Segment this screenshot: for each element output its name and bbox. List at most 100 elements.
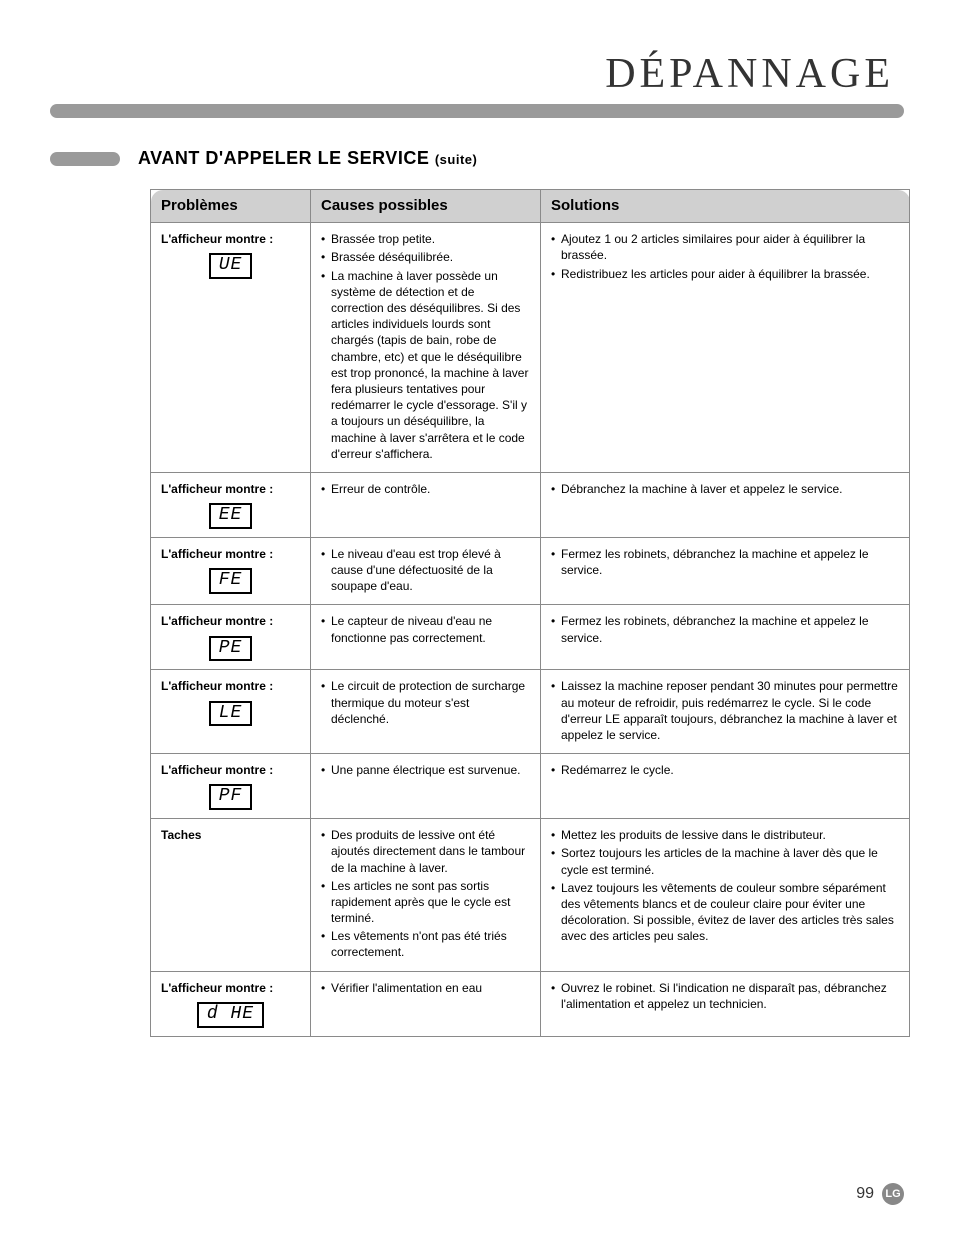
troubleshoot-table-wrap: Problèmes Causes possibles Solutions L'a… [150, 189, 910, 1037]
table-row: L'afficheur montre : PE Le capteur de nive… [151, 605, 910, 670]
error-code-display: FE [209, 568, 253, 594]
table-header-row: Problèmes Causes possibles Solutions [151, 190, 910, 223]
solution-item: Débranchez la machine à laver et appelez… [551, 481, 899, 497]
section-title-main: AVANT D'APPELER LE SERVICE [138, 148, 429, 168]
table-row: L'afficheur montre : FE Le niveau d'eau es… [151, 537, 910, 605]
causes-cell: Le capteur de niveau d'eau ne fonctionne… [311, 605, 541, 670]
causes-list: Le circuit de protection de surcharge th… [321, 678, 530, 727]
solutions-cell: Fermez les robinets, débranchez la machi… [541, 537, 910, 605]
solution-item: Ajoutez 1 ou 2 articles similaires pour … [551, 231, 899, 263]
solutions-list: Ouvrez le robinet. Si l'indication ne di… [551, 980, 899, 1012]
table-row: Taches Des produits de lessive ont été aj… [151, 819, 910, 972]
cause-item: Vérifier l'alimentation en eau [321, 980, 530, 996]
error-code-display: EE [209, 503, 253, 529]
solutions-cell: Mettez les produits de lessive dans le d… [541, 819, 910, 972]
solutions-list: Fermez les robinets, débranchez la machi… [551, 613, 899, 645]
cause-item: Erreur de contrôle. [321, 481, 530, 497]
cause-item: Le circuit de protection de surcharge th… [321, 678, 530, 727]
troubleshoot-table: Problèmes Causes possibles Solutions L'a… [150, 189, 910, 1037]
problem-cell: L'afficheur montre : EE [151, 472, 311, 537]
solution-item: Redistribuez les articles pour aider à é… [551, 266, 899, 282]
causes-list: Le niveau d'eau est trop élevé à cause d… [321, 546, 530, 595]
solution-item: Ouvrez le robinet. Si l'indication ne di… [551, 980, 899, 1012]
problem-cell: L'afficheur montre : PE [151, 605, 311, 670]
solutions-list: Ajoutez 1 ou 2 articles similaires pour … [551, 231, 899, 282]
solution-item: Sortez toujours les articles de la machi… [551, 845, 899, 877]
page-number: 99 [856, 1185, 874, 1203]
causes-cell: Une panne électrique est survenue. [311, 754, 541, 819]
solution-item: Fermez les robinets, débranchez la machi… [551, 546, 899, 578]
table-body: L'afficheur montre : UE Brassée trop petit… [151, 223, 910, 1036]
solutions-cell: Fermez les robinets, débranchez la machi… [541, 605, 910, 670]
cause-item: Brassée trop petite. [321, 231, 530, 247]
problem-cell: L'afficheur montre : PF [151, 754, 311, 819]
section-header: AVANT D'APPELER LE SERVICE (suite) [50, 148, 904, 169]
problem-cell: L'afficheur montre : FE [151, 537, 311, 605]
section-title: AVANT D'APPELER LE SERVICE (suite) [138, 148, 477, 169]
solutions-cell: Laissez la machine reposer pendant 30 mi… [541, 670, 910, 754]
error-code-display: UE [209, 253, 253, 279]
causes-cell: Vérifier l'alimentation en eau [311, 971, 541, 1036]
causes-cell: Brassée trop petite. Brassée déséquilibré… [311, 223, 541, 473]
error-code-display: d HE [197, 1002, 264, 1028]
page-footer: 99 LG [856, 1183, 904, 1205]
problem-cell: L'afficheur montre : UE [151, 223, 311, 473]
problem-cell: Taches [151, 819, 311, 972]
solutions-list: Laissez la machine reposer pendant 30 mi… [551, 678, 899, 743]
table-row: L'afficheur montre : UE Brassée trop petit… [151, 223, 910, 473]
cause-item: Les articles ne sont pas sortis rapideme… [321, 878, 530, 927]
error-code-display: PE [209, 636, 253, 662]
causes-list: Des produits de lessive ont été ajoutés … [321, 827, 530, 961]
table-row: L'afficheur montre : LE Le circuit de prot… [151, 670, 910, 754]
solutions-cell: Ajoutez 1 ou 2 articles similaires pour … [541, 223, 910, 473]
cause-item: Des produits de lessive ont été ajoutés … [321, 827, 530, 876]
problem-label: L'afficheur montre : [161, 980, 300, 996]
table-row: L'afficheur montre : PF Une panne électriq… [151, 754, 910, 819]
solution-item: Lavez toujours les vêtements de couleur … [551, 880, 899, 945]
problem-label: Taches [161, 827, 300, 843]
page-title: DÉPANNAGE [50, 50, 894, 98]
error-code-display: PF [209, 784, 253, 810]
problem-label: L'afficheur montre : [161, 481, 300, 497]
solutions-cell: Ouvrez le robinet. Si l'indication ne di… [541, 971, 910, 1036]
causes-list: Vérifier l'alimentation en eau [321, 980, 530, 996]
cause-item: Une panne électrique est survenue. [321, 762, 530, 778]
section-title-suffix: (suite) [435, 152, 478, 167]
cause-item: Brassée déséquilibrée. [321, 249, 530, 265]
table-row: L'afficheur montre : EE Erreur de contrôle… [151, 472, 910, 537]
solution-item: Fermez les robinets, débranchez la machi… [551, 613, 899, 645]
problem-label: L'afficheur montre : [161, 613, 300, 629]
causes-list: Le capteur de niveau d'eau ne fonctionne… [321, 613, 530, 645]
cause-item: La machine à laver possède un système de… [321, 268, 530, 462]
divider-bar [50, 104, 904, 118]
solutions-list: Débranchez la machine à laver et appelez… [551, 481, 899, 497]
causes-list: Brassée trop petite. Brassée déséquilibré… [321, 231, 530, 462]
solution-item: Redémarrez le cycle. [551, 762, 899, 778]
solutions-cell: Redémarrez le cycle. [541, 754, 910, 819]
problem-label: L'afficheur montre : [161, 231, 300, 247]
solutions-cell: Débranchez la machine à laver et appelez… [541, 472, 910, 537]
problem-cell: L'afficheur montre : LE [151, 670, 311, 754]
causes-cell: Erreur de contrôle. [311, 472, 541, 537]
causes-list: Erreur de contrôle. [321, 481, 530, 497]
col-header-solutions: Solutions [541, 190, 910, 223]
cause-item: Le capteur de niveau d'eau ne fonctionne… [321, 613, 530, 645]
error-code-display: LE [209, 701, 253, 727]
problem-label: L'afficheur montre : [161, 762, 300, 778]
cause-item: Le niveau d'eau est trop élevé à cause d… [321, 546, 530, 595]
causes-cell: Le niveau d'eau est trop élevé à cause d… [311, 537, 541, 605]
problem-label: L'afficheur montre : [161, 546, 300, 562]
problem-label: L'afficheur montre : [161, 678, 300, 694]
solution-item: Mettez les produits de lessive dans le d… [551, 827, 899, 843]
solutions-list: Mettez les produits de lessive dans le d… [551, 827, 899, 944]
solutions-list: Fermez les robinets, débranchez la machi… [551, 546, 899, 578]
causes-cell: Le circuit de protection de surcharge th… [311, 670, 541, 754]
causes-list: Une panne électrique est survenue. [321, 762, 530, 778]
col-header-problems: Problèmes [151, 190, 311, 223]
solution-item: Laissez la machine reposer pendant 30 mi… [551, 678, 899, 743]
col-header-causes: Causes possibles [311, 190, 541, 223]
page: DÉPANNAGE AVANT D'APPELER LE SERVICE (su… [0, 0, 954, 1235]
table-row: L'afficheur montre : d HE Vérifier l'alime… [151, 971, 910, 1036]
cause-item: Les vêtements n'ont pas été triés correc… [321, 928, 530, 960]
problem-cell: L'afficheur montre : d HE [151, 971, 311, 1036]
